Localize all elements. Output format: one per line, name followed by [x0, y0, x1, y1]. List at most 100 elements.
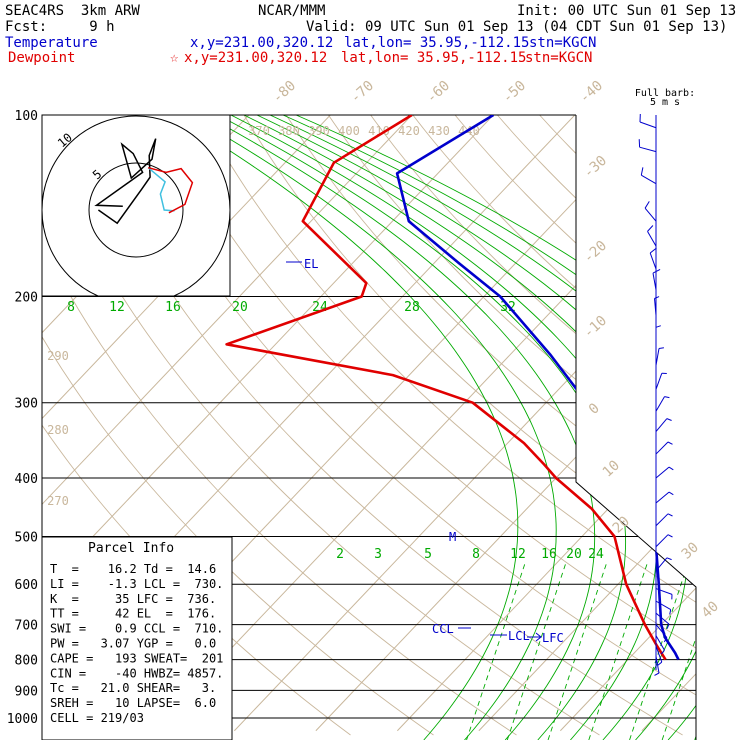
wind-barb-flag [663, 637, 668, 643]
mixing-ratio-label: 5 [424, 547, 432, 562]
wind-barb-flag [640, 167, 644, 176]
mixing-ratio-label: 24 [588, 547, 604, 562]
mixing-ratio-label: 28 [404, 300, 420, 315]
wind-barb-flag [667, 513, 673, 517]
hodograph: 105 [41, 114, 231, 297]
isotherm-line [723, 87, 740, 730]
valid-time: Valid: 09 UTC Sun 01 Sep 13 (04 CDT Sun … [306, 19, 728, 35]
el-label: EL [304, 257, 318, 271]
parcel-box [41, 536, 233, 740]
model-title: SEAC4RS 3km ARW [5, 3, 140, 19]
isotherm-line [396, 115, 696, 732]
wind-barb [647, 231, 657, 247]
mixing-ratio-line [588, 561, 649, 740]
wind-barb-flag [644, 201, 650, 209]
wind-barb [639, 146, 657, 153]
wind-barb [639, 121, 657, 129]
init-time: Init: 00 UTC Sun 01 Sep 13 [517, 3, 737, 19]
isotherm-label: -70 [348, 78, 378, 107]
isotherm-label: -20 [581, 238, 611, 267]
mixing-ratio-label: 12 [510, 547, 526, 562]
wind-barb-flag [669, 609, 672, 615]
moist-adiabat-line [271, 115, 696, 740]
dewpoint-station: stn=KGCN [525, 50, 593, 66]
theta-label: 290 [47, 349, 69, 363]
pressure-label: 700 [15, 619, 38, 634]
pressure-label: 200 [15, 291, 38, 306]
dry-adiabat-line [42, 115, 434, 736]
isotherm-line [641, 115, 696, 732]
hodograph-frame [41, 114, 231, 297]
theta-label: 410 [368, 124, 390, 138]
dry-adiabat-line [154, 115, 696, 736]
moist-adiabat-line [195, 115, 596, 740]
isotherm-label: -60 [424, 78, 454, 107]
dewpoint-legend: Dewpoint [8, 50, 76, 66]
mixing-ratio-label: 8 [472, 547, 480, 562]
wind-barb-flag [652, 268, 661, 274]
wind-barb-flag [658, 347, 664, 349]
theta-label: 420 [398, 124, 420, 138]
isotherm-line [233, 115, 696, 732]
moist-adiabat-line [208, 115, 627, 740]
theta-label: 390 [308, 124, 330, 138]
wind-barb-flag [667, 441, 673, 445]
theta-label: 270 [47, 494, 69, 508]
theta-label: 400 [338, 124, 360, 138]
parcel-row: LI = -1.3 LCL = 730. [50, 577, 223, 591]
hodograph-ring-5 [88, 162, 184, 258]
wind-barb-flag [668, 466, 674, 471]
dry-adiabat-line [42, 115, 517, 736]
theta-label: 380 [278, 124, 300, 138]
hodograph-trace [94, 138, 157, 225]
dry-adiabat-line [446, 115, 696, 736]
pressure-label: 600 [15, 578, 38, 593]
lfc-label: LFC [542, 631, 564, 645]
isotherm-line [42, 115, 520, 732]
mixing-ratio-line [506, 561, 567, 740]
isotherm-label: -50 [500, 78, 530, 107]
mixing-ratio-line [466, 561, 527, 740]
wind-barb [655, 656, 660, 674]
wind-barb-flag [666, 418, 672, 421]
parcel-row: T = 16.2 Td = 14.6 [50, 562, 216, 576]
wind-barb-flag [655, 325, 661, 328]
wind-barb [655, 418, 668, 432]
dewpoint-xy: x,y=231.00,320.12 [184, 50, 328, 66]
wind-barb-flag [668, 491, 674, 496]
wind-barb-flag [657, 661, 663, 666]
parcel-row: CAPE = 193 SWEAT= 201 [50, 651, 223, 665]
parcel-annotations: EL M CCL LCL LFC [286, 257, 564, 645]
dry-adiabat-line [196, 115, 696, 736]
mixing-ratio-label: 16 [165, 300, 181, 315]
pressure-label: 500 [15, 530, 38, 545]
isotherm-label: 40 [699, 598, 722, 621]
isotherm-line [42, 115, 357, 732]
theta-label: 370 [248, 124, 270, 138]
temperature-legend: Temperature [5, 35, 98, 51]
moist-adiabat-line [220, 115, 657, 740]
wind-barb [655, 396, 665, 412]
moist-adiabat-line [233, 115, 689, 740]
isotherm-label: 10 [600, 457, 623, 480]
wind-barb [655, 557, 668, 572]
barb-title-units: 5 m s [650, 97, 680, 108]
isotherm-label: -10 [581, 313, 611, 342]
mixing-ratio-label: 2 [336, 547, 344, 562]
wind-barb [655, 635, 665, 651]
pressure-label: 800 [15, 654, 38, 669]
parcel-row: SREH = 10 LAPSE= 6.0 [50, 696, 216, 710]
temperature-xy: x,y=231.00,320.12 [190, 35, 334, 51]
theta-label: 280 [47, 423, 69, 437]
wind-barb [655, 645, 663, 663]
pressure-label: 100 [15, 109, 38, 124]
wind-barb [655, 534, 669, 548]
theta-label: 430 [428, 124, 450, 138]
hodograph-cyan-trace [147, 167, 175, 212]
wind-barb [641, 174, 657, 185]
moist-adiabat-line [284, 115, 696, 740]
wind-barb [655, 441, 669, 455]
barb-title: Full barb: [635, 88, 695, 99]
wind-barb-flag [664, 396, 670, 399]
